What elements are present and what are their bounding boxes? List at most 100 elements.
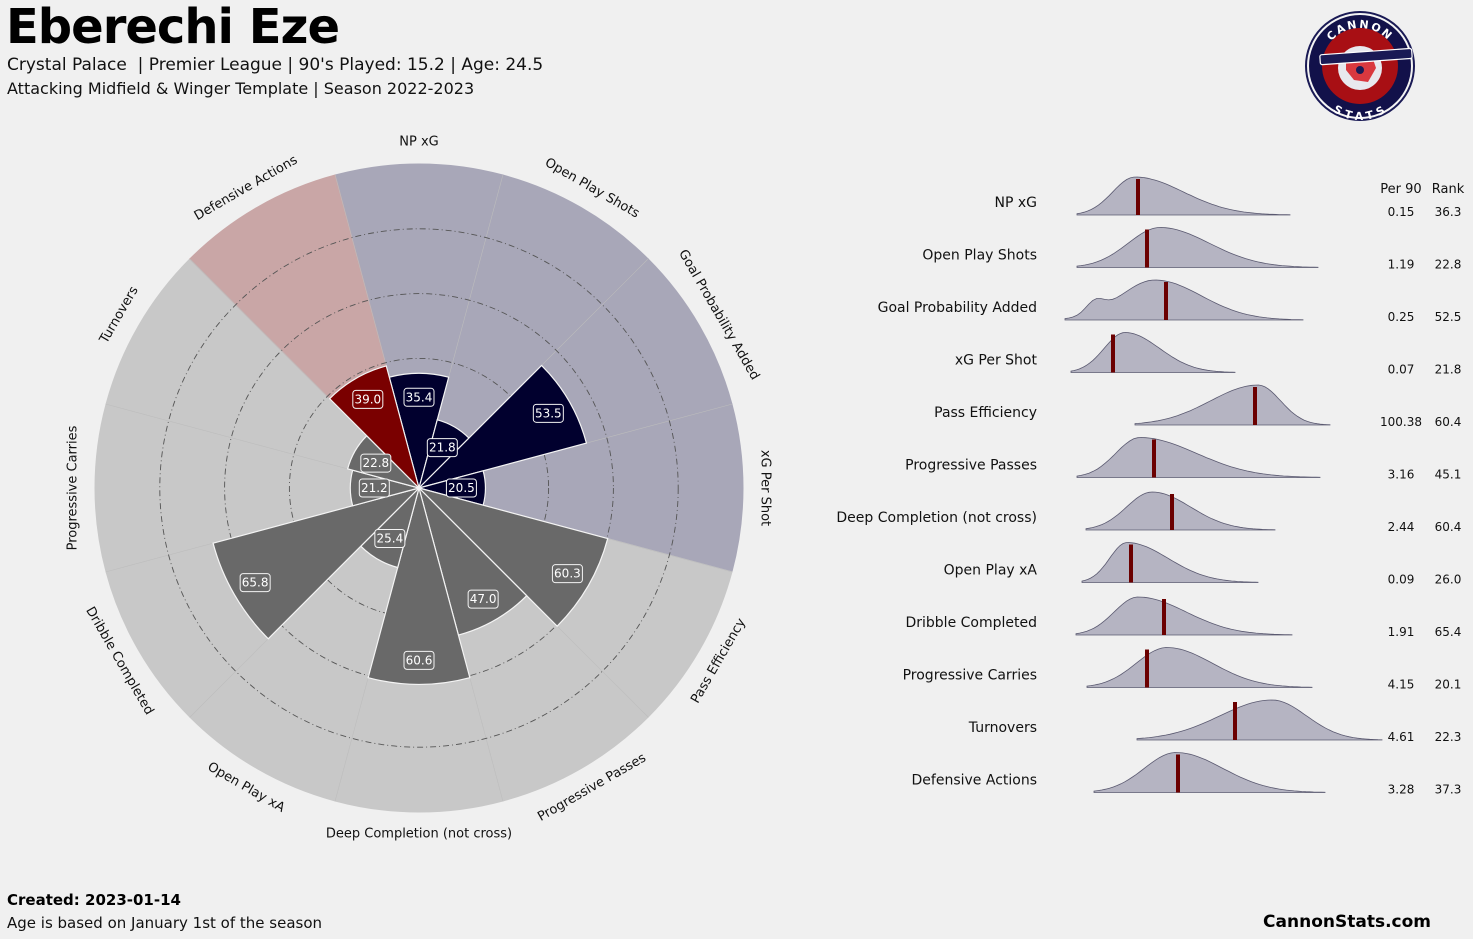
distribution-curve <box>1076 437 1321 478</box>
svg-text:25.4: 25.4 <box>376 531 403 545</box>
radar-value-label: 53.5 <box>532 403 564 423</box>
distribution-curve <box>1086 647 1313 688</box>
per90-column-header: Per 90 <box>1380 182 1421 197</box>
metric-label: Open Play xA <box>944 563 1038 579</box>
radar-bar <box>416 486 609 627</box>
distribution-row: Progressive Passes 3.16 45.1 <box>905 437 1462 482</box>
svg-text:60.6: 60.6 <box>406 653 433 667</box>
per90-value: 3.28 <box>1388 783 1415 797</box>
radar-category-label: Progressive Carries <box>66 425 81 550</box>
metric-label: xG Per Shot <box>955 353 1038 369</box>
metric-label: Pass Efficiency <box>934 405 1037 421</box>
rank-value: 22.8 <box>1435 258 1462 272</box>
distribution-row: Turnovers 4.61 22.3 <box>968 699 1462 744</box>
svg-text:65.8: 65.8 <box>242 576 269 590</box>
distribution-curve <box>1070 332 1236 373</box>
radar-value-label: 35.4 <box>403 387 435 407</box>
distribution-curve <box>1136 699 1383 741</box>
template-season-subtitle: Attacking Midfield & Winger Template | S… <box>7 79 475 98</box>
per90-value: 0.25 <box>1388 310 1415 324</box>
radar-value-label: 25.4 <box>374 528 406 548</box>
distribution-curve <box>1064 279 1304 321</box>
cannon-stats-logo: CANNON STATS <box>1305 11 1415 123</box>
per90-value: 1.19 <box>1388 258 1415 272</box>
page-title: Eberechi Eze <box>6 0 340 55</box>
metric-label: Turnovers <box>968 720 1037 736</box>
svg-text:22.8: 22.8 <box>362 456 389 470</box>
rank-column-header: Rank <box>1432 182 1465 197</box>
svg-text:47.0: 47.0 <box>470 592 497 606</box>
radar-value-label: 39.0 <box>352 389 384 409</box>
per90-value: 4.15 <box>1388 678 1415 692</box>
distribution-row: Progressive Carries 4.15 20.1 <box>903 647 1462 692</box>
radar-category-label: xG Per Shot <box>758 450 773 526</box>
distribution-row: Open Play xA 0.09 26.0 <box>944 542 1462 587</box>
distribution-row: Open Play Shots 1.19 22.8 <box>922 227 1462 272</box>
site-credit: CannonStats.com <box>1263 912 1431 932</box>
distribution-curve <box>1134 384 1331 426</box>
radar-value-label: 21.8 <box>426 438 458 458</box>
radar-category-label: Deep Completion (not cross) <box>326 827 512 842</box>
metric-label: Deep Completion (not cross) <box>836 510 1037 526</box>
distribution-row: Pass Efficiency 100.38 60.4 <box>934 384 1462 429</box>
radar-category-label: NP xG <box>399 135 438 150</box>
radar-value-label: 20.5 <box>445 478 477 498</box>
radar-background-wedge <box>105 258 421 489</box>
metric-label: Defensive Actions <box>912 773 1037 789</box>
distribution-row: Defensive Actions 3.28 37.3 <box>912 752 1462 797</box>
per90-value: 1.91 <box>1388 625 1415 639</box>
distribution-row: Deep Completion (not cross) 2.44 60.4 <box>836 491 1462 534</box>
radar-grid-circle <box>288 357 550 619</box>
per90-value: 4.61 <box>1388 730 1415 744</box>
player-info-subtitle: Crystal Palace | Premier League | 90's P… <box>7 55 544 75</box>
distribution-curve <box>1081 542 1259 583</box>
rank-value: 45.1 <box>1435 468 1462 482</box>
radar-value-label: 22.8 <box>360 453 392 473</box>
rank-value: 21.8 <box>1435 363 1462 377</box>
radar-background-wedge <box>334 163 504 490</box>
radar-background-wedge <box>189 486 420 802</box>
rank-value: 60.4 <box>1435 415 1462 429</box>
created-date: Created: 2023-01-14 <box>7 891 181 909</box>
rank-value: 20.1 <box>1435 678 1462 692</box>
svg-text:39.0: 39.0 <box>354 392 381 406</box>
per90-value: 0.15 <box>1388 205 1415 219</box>
distribution-row: Goal Probability Added 0.25 52.5 <box>878 279 1461 324</box>
radar-bar <box>328 365 421 491</box>
radar-value-label: 65.8 <box>239 573 271 593</box>
radar-bar <box>416 364 588 490</box>
metric-label: Progressive Carries <box>903 668 1037 684</box>
per90-value: 0.09 <box>1388 573 1415 587</box>
distribution-row: xG Per Shot 0.07 21.8 <box>955 332 1462 377</box>
svg-text:60.3: 60.3 <box>554 567 581 581</box>
radar-background-wedge <box>94 403 421 573</box>
rank-value: 26.0 <box>1435 573 1462 587</box>
distribution-curve <box>1076 176 1291 216</box>
distribution-curve <box>1076 227 1319 268</box>
radar-background-wedge <box>417 403 744 573</box>
svg-text:21.8: 21.8 <box>429 441 456 455</box>
pizza-radar-chart: 35.4 21.8 53.5 20.5 60.3 47.0 60.6 25.4 65.8 21.2… <box>66 135 773 842</box>
radar-value-label: 21.2 <box>358 478 390 498</box>
distribution-curve <box>1085 491 1276 531</box>
metric-label: Open Play Shots <box>922 248 1037 264</box>
radar-grid-circle <box>159 228 679 748</box>
rank-value: 22.3 <box>1435 730 1462 744</box>
radar-bar <box>212 486 422 640</box>
metric-label: Progressive Passes <box>905 458 1037 474</box>
age-note: Age is based on January 1st of the seaso… <box>7 914 323 932</box>
svg-text:20.5: 20.5 <box>448 481 475 495</box>
per90-value: 0.07 <box>1388 363 1415 377</box>
rank-value: 37.3 <box>1435 783 1462 797</box>
metric-label: Goal Probability Added <box>878 300 1037 316</box>
radar-bar <box>367 485 471 685</box>
radar-grid-circle <box>224 293 614 683</box>
rank-value: 60.4 <box>1435 520 1462 534</box>
rank-value: 65.4 <box>1435 625 1462 639</box>
per90-value: 3.16 <box>1388 468 1415 482</box>
radar-value-label: 60.6 <box>403 650 435 670</box>
per90-value: 100.38 <box>1380 415 1422 429</box>
svg-text:35.4: 35.4 <box>406 390 433 404</box>
radar-background-wedge <box>418 174 649 490</box>
distribution-curve <box>1093 752 1326 793</box>
